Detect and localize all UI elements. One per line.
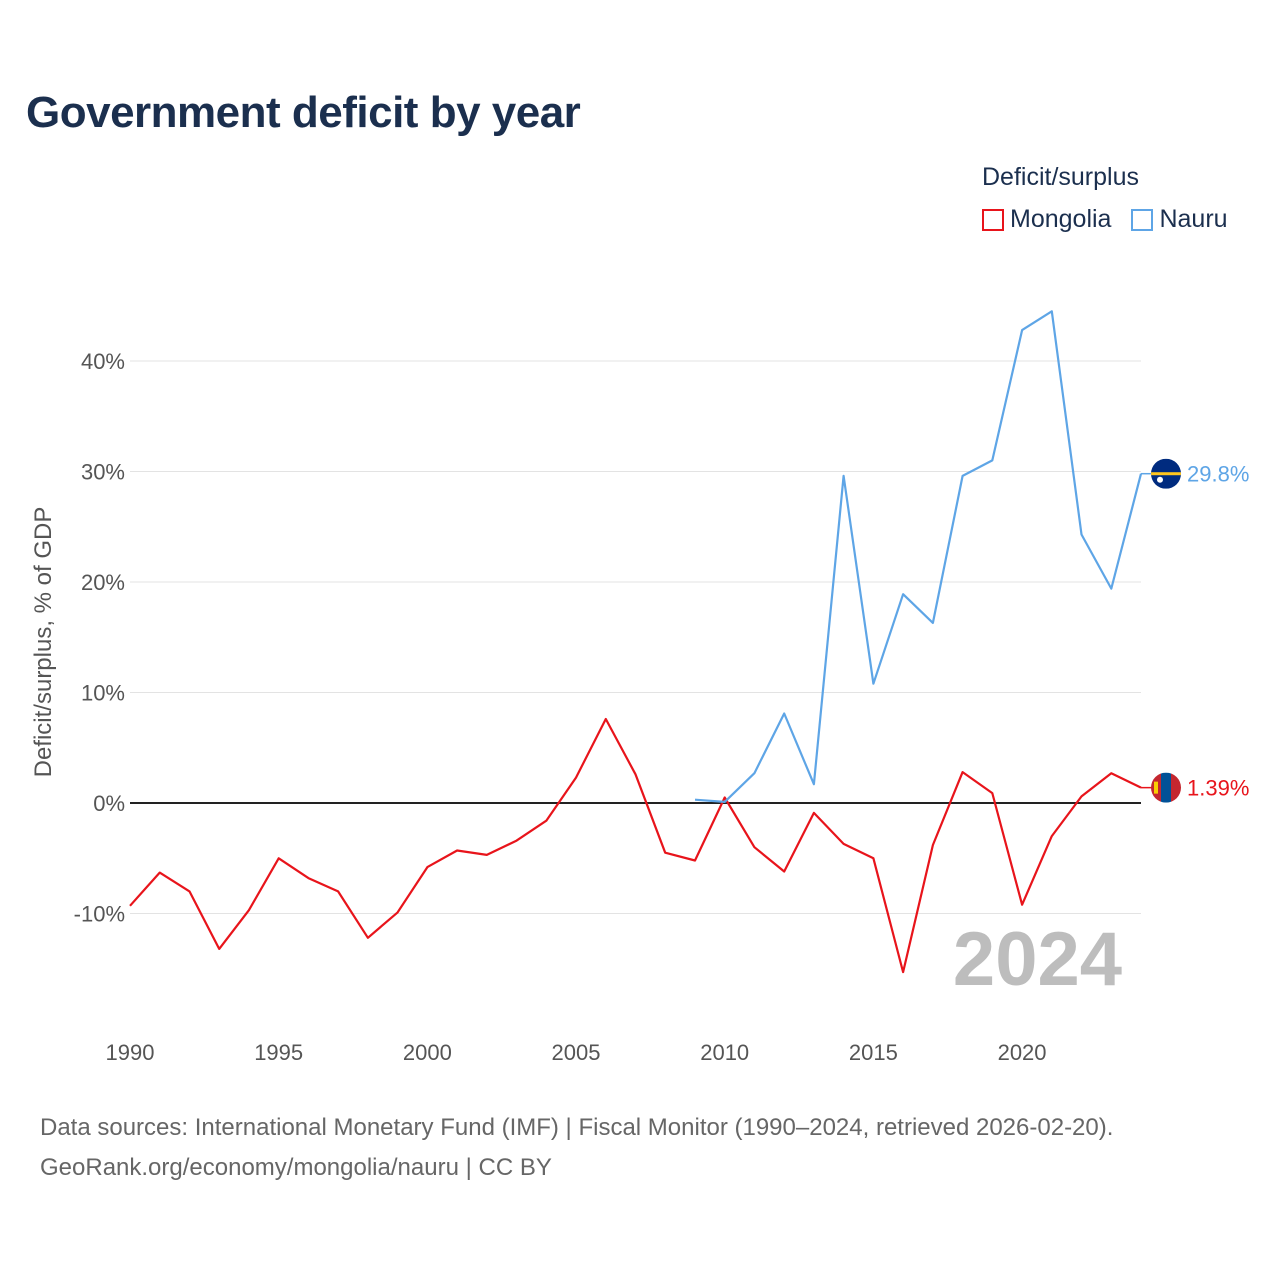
x-tick-label: 1990: [106, 1040, 155, 1065]
x-tick-label: 2000: [403, 1040, 452, 1065]
y-tick-label: 20%: [81, 570, 125, 595]
y-tick-label: 40%: [81, 349, 125, 374]
line-chart: -10% 0% 10% 20% 30% 40% 1990 1995 2000 2005 2010 2…: [30, 310, 1249, 1065]
y-axis-label: Deficit/surplus, % of GDP: [30, 507, 57, 778]
legend-item-mongolia[interactable]: Mongolia: [982, 205, 1111, 234]
series-line-mongolia[interactable]: [129, 717, 1142, 974]
end-label-nauru: 29.8%: [1187, 462, 1249, 487]
source-line-2[interactable]: GeoRank.org/economy/mongolia/nauru | CC …: [40, 1154, 552, 1181]
x-tick-label: 2010: [700, 1040, 749, 1065]
chart-title: Government deficit by year: [26, 88, 581, 137]
x-tick-label: 2005: [552, 1040, 601, 1065]
year-label: 2024: [953, 917, 1122, 1002]
grid-lines: [130, 360, 1141, 914]
legend-swatch-nauru: [1131, 208, 1154, 231]
y-tick-label: 30%: [81, 460, 125, 485]
legend: Mongolia Nauru: [982, 205, 1248, 234]
legend-item-nauru[interactable]: Nauru: [1131, 205, 1228, 234]
end-markers: 1.39% 29.8%: [1141, 458, 1249, 803]
x-tick-label: 2015: [849, 1040, 898, 1065]
y-tick-label: -10%: [74, 902, 125, 927]
y-tick-label: 0%: [93, 791, 125, 816]
source-line-1: Data sources: International Monetary Fun…: [40, 1114, 1114, 1141]
end-label-mongolia: 1.39%: [1187, 776, 1249, 801]
legend-label-nauru: Nauru: [1159, 205, 1228, 233]
source-note: Data sources: International Monetary Fun…: [40, 1108, 1113, 1188]
x-tick-label: 2020: [998, 1040, 1047, 1065]
y-tick-label: 10%: [81, 681, 125, 706]
nauru-flag-icon: [1151, 458, 1181, 489]
y-axis-ticks: -10% 0% 10% 20% 30% 40%: [74, 349, 125, 927]
x-tick-label: 1995: [254, 1040, 303, 1065]
legend-label-mongolia: Mongolia: [1010, 205, 1112, 233]
x-axis-ticks: 1990 1995 2000 2005 2010 2015 2020: [106, 1040, 1047, 1065]
series-lines: [129, 310, 1143, 974]
mongolia-flag-icon: [1151, 772, 1181, 803]
legend-swatch-mongolia: [982, 208, 1004, 231]
series-line-nauru[interactable]: [694, 310, 1143, 804]
legend-title: Deficit/surplus: [982, 163, 1139, 191]
